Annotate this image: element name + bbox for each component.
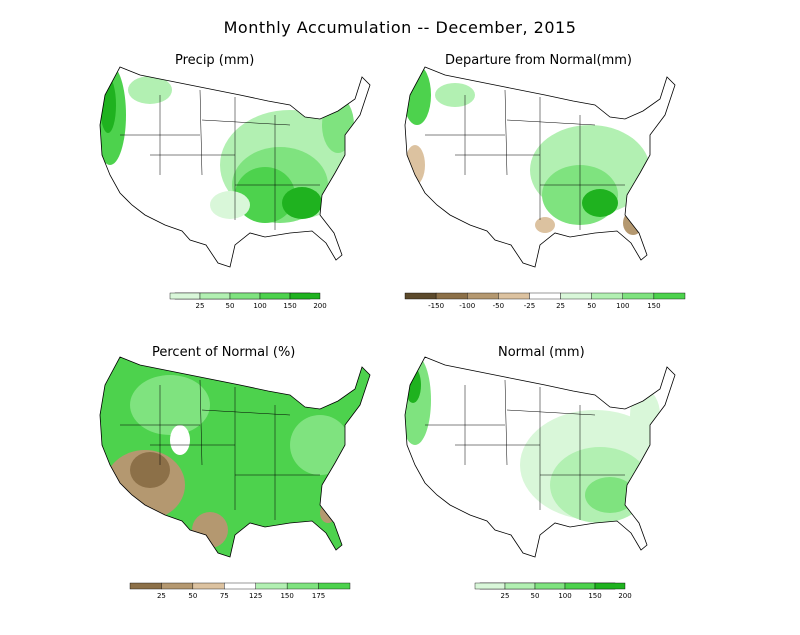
colorbar-label: 150 <box>647 302 660 310</box>
panel-percent: Percent of Normal (%) 25 50 75 125 150 175 <box>90 335 490 635</box>
colorbar-label: 150 <box>283 302 296 310</box>
colorbar-swatch <box>286 582 319 590</box>
figure-title: Monthly Accumulation -- December, 2015 <box>223 18 577 37</box>
colorbar-label: 50 <box>531 592 540 600</box>
colorbar-label: 100 <box>558 592 571 600</box>
colorbar-swatch <box>653 292 686 300</box>
colorbar-label: 50 <box>188 592 197 600</box>
colorbar-swatch <box>289 292 321 300</box>
colorbar-swatch <box>169 292 201 300</box>
colorbar-swatch <box>622 292 655 300</box>
colorbar-label: 125 <box>249 592 262 600</box>
colorbar-label: 25 <box>556 302 565 310</box>
colorbar-label: -100 <box>459 302 475 310</box>
colorbar-swatch <box>255 582 288 590</box>
colorbar-normal-labels: 25 50 100 150 200 <box>501 592 632 600</box>
colorbar-swatch <box>591 292 623 300</box>
colorbar-label: 100 <box>253 302 266 310</box>
colorbar-label: 150 <box>588 592 601 600</box>
colorbar-percent: 25 50 75 125 150 175 <box>129 582 351 600</box>
colorbar-label: 200 <box>313 302 326 310</box>
panel-title-percent: Percent of Normal (%) <box>152 345 296 360</box>
panel-normal: Normal (mm) 25 50 100 150 200 <box>395 335 795 635</box>
colorbar-percent-swatches <box>129 582 351 590</box>
panel-title-normal: Normal (mm) <box>498 345 585 360</box>
panel-title-precip: Precip (mm) <box>175 53 255 68</box>
colorbar-label: -25 <box>524 302 535 310</box>
colorbar-swatch <box>161 582 194 590</box>
colorbar-label: -150 <box>428 302 444 310</box>
map-normal <box>404 356 676 558</box>
panel-precip: Precip (mm) 25 50 100 150 200 <box>90 45 490 345</box>
colorbar-percent-labels: 25 50 75 125 150 175 <box>157 592 325 600</box>
colorbar-normal-swatches <box>474 582 626 590</box>
panel-departure: Departure from Normal(mm) -150 -100 -50 -25… <box>395 45 795 345</box>
colorbar-swatch <box>560 292 592 300</box>
map-departure <box>404 66 676 268</box>
panel-title-departure: Departure from Normal(mm) <box>445 53 632 68</box>
colorbar-label: 50 <box>587 302 596 310</box>
map-precip <box>99 66 371 268</box>
colorbar-swatch <box>129 582 162 590</box>
colorbar-departure-labels: -150 -100 -50 -25 25 50 100 150 <box>428 302 660 310</box>
colorbar-label: -50 <box>493 302 504 310</box>
colorbar-swatch <box>199 292 231 300</box>
colorbar-swatch <box>318 582 351 590</box>
colorbar-label: 25 <box>157 592 166 600</box>
colorbar-swatch <box>467 292 499 300</box>
colorbar-label: 25 <box>196 302 205 310</box>
colorbar-label: 25 <box>501 592 510 600</box>
colorbar-label: 75 <box>220 592 229 600</box>
colorbar-swatch <box>534 582 566 590</box>
colorbar-label: 50 <box>226 302 235 310</box>
colorbar-swatch <box>529 292 561 300</box>
colorbar-precip: 25 50 100 150 200 <box>169 292 327 310</box>
colorbar-precip-labels: 25 50 100 150 200 <box>196 302 327 310</box>
colorbar-swatch <box>259 292 291 300</box>
colorbar-swatch <box>192 582 225 590</box>
colorbar-normal: 25 50 100 150 200 <box>474 582 632 600</box>
colorbar-swatch <box>404 292 437 300</box>
colorbar-swatch <box>435 292 468 300</box>
colorbar-label: 150 <box>280 592 293 600</box>
colorbar-label: 200 <box>618 592 631 600</box>
colorbar-label: 175 <box>312 592 325 600</box>
colorbar-swatch <box>229 292 261 300</box>
colorbar-swatch <box>224 582 256 590</box>
colorbar-departure: -150 -100 -50 -25 25 50 100 150 <box>404 292 686 310</box>
colorbar-swatch <box>594 582 626 590</box>
colorbar-departure-swatches <box>404 292 686 300</box>
colorbar-swatch <box>504 582 536 590</box>
colorbar-swatch <box>564 582 596 590</box>
colorbar-label: 100 <box>616 302 629 310</box>
map-percent <box>99 356 371 558</box>
colorbar-swatch <box>474 582 506 590</box>
colorbar-precip-swatches <box>169 292 321 300</box>
colorbar-swatch <box>498 292 530 300</box>
